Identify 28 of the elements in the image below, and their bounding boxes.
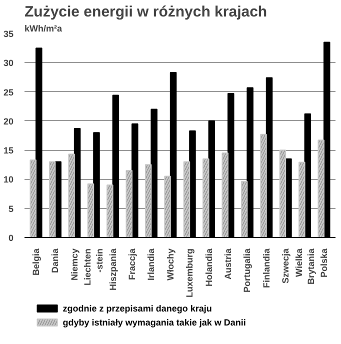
chart-title: Zużycie energii w różnych krajach: [24, 4, 268, 20]
y-tick-label: 20: [3, 116, 14, 126]
x-tick-label: Luxemburg: [184, 248, 195, 298]
y-axis-title: kWh/m²a: [24, 24, 63, 34]
x-tick-label: Hiszpania: [108, 248, 118, 291]
y-tick-label: 15: [3, 146, 14, 156]
y-tick-label: 5: [8, 204, 14, 214]
x-tick-label: Szwecja: [280, 248, 291, 284]
x-tick-label: Wielka Brytania: [294, 248, 316, 285]
x-tick-label: Irlandia: [146, 248, 156, 281]
x-tick-label: Fraccja: [127, 248, 138, 280]
y-tick-label: 30: [3, 58, 14, 68]
y-tick-label: 0: [8, 233, 14, 243]
x-tick-label: Włochy: [165, 248, 176, 280]
x-tick-label: Portugalia: [242, 248, 252, 293]
x-tick-label: Holandia: [204, 248, 214, 287]
x-tick-label: Dania: [50, 248, 60, 274]
legend-label: zgodnie z przepisami danego kraju: [62, 304, 212, 314]
x-tick-label: Finlandia: [261, 248, 272, 288]
y-tick-label: 35: [3, 29, 14, 39]
y-tick-label: 10: [3, 174, 14, 185]
x-tick-label: Liechten -stein: [82, 248, 105, 286]
x-tick-label: Niemcy: [69, 248, 80, 281]
x-tick-label: Belgia: [31, 248, 42, 276]
x-tick-label: Polska: [318, 248, 329, 278]
x-tick-label: Austria: [222, 248, 233, 280]
legend-label: gdyby istniały wymagania takie jak w Danii: [62, 318, 246, 328]
y-tick-label: 25: [3, 87, 14, 98]
